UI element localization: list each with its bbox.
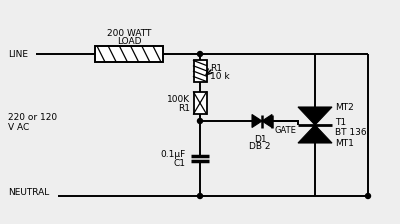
Text: T1: T1 bbox=[335, 118, 346, 127]
Circle shape bbox=[366, 194, 370, 198]
Text: MT1: MT1 bbox=[335, 138, 354, 147]
Bar bbox=[95, 46, 163, 62]
Text: BT 136: BT 136 bbox=[335, 127, 367, 136]
Text: R1: R1 bbox=[210, 63, 222, 73]
Polygon shape bbox=[298, 125, 332, 143]
Text: R1: R1 bbox=[178, 103, 190, 112]
Polygon shape bbox=[252, 114, 262, 127]
Bar bbox=[194, 92, 206, 114]
Text: 0.1μF: 0.1μF bbox=[161, 150, 186, 159]
Text: C1: C1 bbox=[174, 159, 186, 168]
Text: 220 or 120: 220 or 120 bbox=[8, 112, 57, 121]
Text: NEUTRAL: NEUTRAL bbox=[8, 187, 49, 196]
Text: LOAD: LOAD bbox=[117, 37, 141, 45]
Text: 100K: 100K bbox=[167, 95, 190, 103]
Text: MT2: MT2 bbox=[335, 103, 354, 112]
Bar bbox=[194, 60, 206, 82]
Circle shape bbox=[198, 118, 202, 123]
Polygon shape bbox=[262, 114, 272, 127]
Text: DB 2: DB 2 bbox=[249, 142, 271, 151]
Circle shape bbox=[198, 52, 202, 56]
Text: LINE: LINE bbox=[8, 50, 28, 58]
Circle shape bbox=[198, 194, 202, 198]
Text: D1: D1 bbox=[254, 135, 266, 144]
Text: GATE: GATE bbox=[274, 126, 296, 135]
Text: 10 k: 10 k bbox=[210, 71, 230, 80]
Text: V AC: V AC bbox=[8, 123, 29, 131]
Polygon shape bbox=[298, 107, 332, 125]
Text: 200 WATT: 200 WATT bbox=[107, 28, 151, 37]
